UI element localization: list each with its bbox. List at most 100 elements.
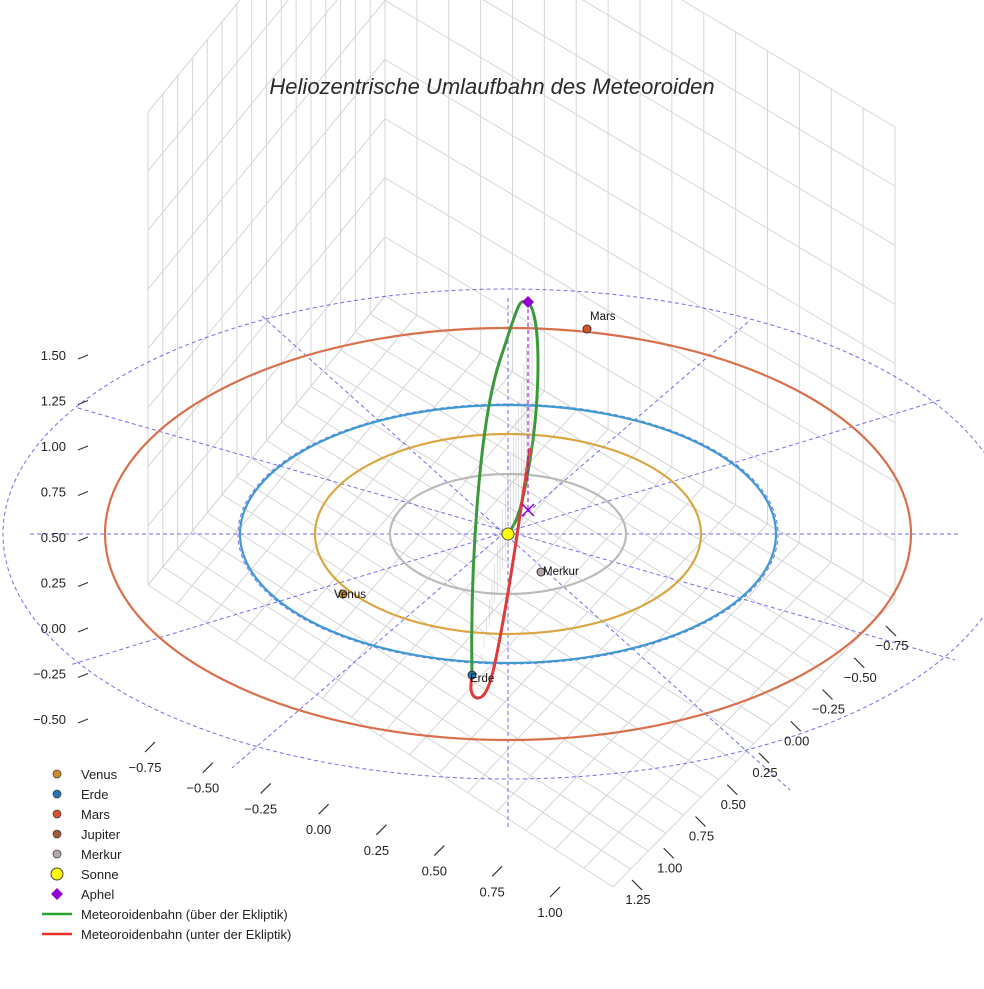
floor-grid-line <box>554 561 832 850</box>
z-axis-tick-mark <box>77 536 89 542</box>
x-axis-tick-mark <box>433 845 445 856</box>
z-axis-tick-mark <box>77 672 89 679</box>
floor-grid-line <box>355 331 861 637</box>
legend-item-meteoroidenbahn[interactable]: Meteoroidenbahn (unter der Ekliptik) <box>40 924 291 944</box>
cross-marker <box>521 503 535 517</box>
z-axis-tick-mark <box>77 581 89 588</box>
left-wall-grid-line <box>147 295 386 586</box>
legend-item-merkur[interactable]: Merkur <box>40 844 291 864</box>
legend-label: Mars <box>81 806 110 822</box>
legend-item-venus[interactable]: Venus <box>40 764 291 784</box>
mars-marker <box>582 324 592 334</box>
x-axis-tick-label: −0.25 <box>244 801 277 816</box>
z-axis-tick-mark <box>77 490 89 497</box>
circle-icon <box>40 764 74 784</box>
sun-marker <box>501 527 515 541</box>
y-axis-tick-label: 0.25 <box>752 765 777 780</box>
legend-label: Aphel <box>81 886 115 902</box>
z-axis-tick-label: 0.50 <box>41 530 66 545</box>
y-axis-tick-mark <box>853 657 865 669</box>
floor-grid-line <box>438 485 705 775</box>
x-axis-tick-mark <box>318 803 329 815</box>
y-axis-tick-mark <box>758 752 770 764</box>
floor-grid-line <box>295 403 790 709</box>
circle-icon <box>40 804 74 824</box>
circle-icon <box>40 784 74 804</box>
planet-label-mars: Mars <box>590 311 616 323</box>
y-axis-tick-mark <box>822 689 833 700</box>
y-axis-tick-mark <box>695 816 706 827</box>
legend-item-jupiter[interactable]: Jupiter <box>40 824 291 844</box>
right-wall-grid-line <box>482 0 896 246</box>
left-wall-grid-line <box>147 0 289 172</box>
x-axis-tick-label: 0.75 <box>479 884 504 899</box>
x-axis-tick-label: 0.00 <box>306 822 331 837</box>
y-axis-tick-mark <box>726 784 738 796</box>
x-axis-tick-label: −0.50 <box>186 781 219 796</box>
floor-grid-line <box>525 542 800 831</box>
line-icon <box>40 904 74 924</box>
x-axis-tick-label: −0.75 <box>129 760 162 775</box>
left-wall-grid-line <box>147 0 386 290</box>
legend-label: Merkur <box>81 846 122 862</box>
right-wall-grid-line <box>384 59 896 364</box>
z-axis-tick-label: 1.00 <box>41 439 66 454</box>
left-wall-grid-line <box>147 0 338 231</box>
legend-item-aphel[interactable]: Aphel <box>40 884 291 904</box>
guide-line-diagonal <box>231 321 749 769</box>
erde-marker <box>467 670 477 680</box>
z-axis-tick-mark <box>77 399 89 406</box>
right-wall-grid-line <box>680 0 896 128</box>
meteor-orbit-above-ecliptic <box>470 299 540 678</box>
legend-label: Erde <box>81 786 109 802</box>
legend-item-mars[interactable]: Mars <box>40 804 291 824</box>
orbit-erde <box>238 403 778 665</box>
z-axis-tick-label: 1.50 <box>41 348 66 363</box>
legend-item-sonne[interactable]: Sonne <box>40 864 291 884</box>
y-axis-tick-mark <box>631 879 643 891</box>
meteor-orbit-below-ecliptic <box>469 447 532 700</box>
x-axis-tick-label: 0.50 <box>422 864 447 879</box>
legend: Venus Erde Mars Jupiter Merkur Sonne Aphel Mete… <box>40 764 291 944</box>
legend-item-erde[interactable]: Erde <box>40 784 291 804</box>
x-axis-tick-mark <box>549 886 561 898</box>
legend-item-meteoroidenbahn[interactable]: Meteoroidenbahn (über der Ekliptik) <box>40 904 291 924</box>
orbit-mars <box>103 326 913 742</box>
chart-title: Heliozentrische Umlaufbahn des Meteoroid… <box>269 74 715 99</box>
floor-grid-line <box>496 523 768 812</box>
merkur-marker <box>536 567 546 577</box>
z-axis-tick-label: −0.25 <box>33 667 66 682</box>
right-wall-grid-line <box>384 0 896 305</box>
left-wall-grid-line <box>147 0 241 113</box>
floor-grid-line <box>583 580 864 869</box>
circle-large-icon <box>40 864 74 884</box>
venus-marker <box>338 589 348 599</box>
y-axis-tick-label: 0.00 <box>784 733 809 748</box>
guide-line-diagonal <box>261 315 791 791</box>
z-axis-tick-label: −0.50 <box>33 712 66 727</box>
right-wall-grid-line <box>384 295 896 601</box>
x-axis-tick-mark <box>202 762 214 774</box>
circle-icon <box>40 824 74 844</box>
floor-grid-line <box>310 385 808 691</box>
guide-line-diagonal <box>69 399 941 666</box>
floor-grid-line <box>409 466 673 756</box>
legend-label: Meteoroidenbahn (unter der Ekliptik) <box>81 926 292 942</box>
y-axis-tick-mark <box>885 625 897 637</box>
right-wall-grid-line <box>581 0 896 187</box>
y-axis-tick-label: 0.50 <box>721 797 746 812</box>
right-wall-grid-line <box>384 236 896 542</box>
planet-label-merkur: Merkur <box>543 566 579 578</box>
y-axis-tick-label: 1.00 <box>657 860 682 875</box>
z-axis-tick-label: 0.00 <box>41 621 66 636</box>
x-axis-tick-mark <box>491 865 503 877</box>
x-axis-tick-label: 0.25 <box>364 843 389 858</box>
legend-label: Sonne <box>81 866 119 882</box>
legend-label: Meteoroidenbahn (über der Ekliptik) <box>81 906 288 922</box>
left-wall-grid-line <box>147 118 386 408</box>
floor-grid-line <box>281 422 772 726</box>
left-wall-grid-line <box>147 177 386 468</box>
aphel-marker <box>522 296 534 308</box>
diamond-icon <box>40 884 74 904</box>
